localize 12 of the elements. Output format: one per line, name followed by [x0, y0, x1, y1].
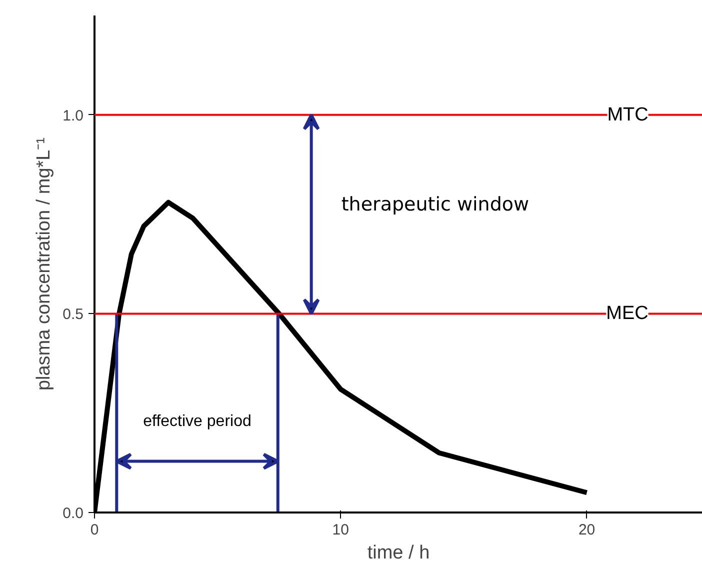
annotation: effective period: [143, 412, 252, 430]
x-tick-label: 20: [578, 522, 596, 538]
annotation: therapeutic window: [341, 193, 530, 216]
x-axis-title: time / h: [367, 542, 430, 564]
ref-line-label: MEC: [606, 303, 648, 324]
y-tick-label: 0.0: [62, 505, 84, 522]
ref-line-label: MTC: [607, 104, 648, 126]
y-tick-label: 1.0: [62, 107, 84, 124]
y-tick-label: 0.5: [62, 306, 84, 324]
x-tick-label: 0: [90, 522, 99, 538]
x-tick-label: 10: [332, 522, 349, 538]
y-axis-title: plasma concentration / mg*L⁻¹: [34, 137, 55, 391]
